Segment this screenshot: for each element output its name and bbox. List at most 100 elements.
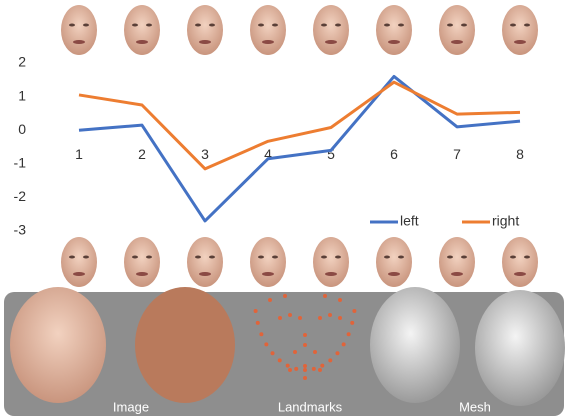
x-tick-label: 6 — [390, 146, 398, 162]
panel-label: Image — [113, 399, 149, 414]
landmark-dot — [318, 316, 322, 320]
face-eye — [209, 255, 215, 259]
face-mouth — [73, 40, 85, 44]
line-series — [78, 74, 521, 223]
landmark-dot — [288, 368, 292, 372]
face-thumbnail — [187, 5, 223, 55]
face-thumbnail — [313, 237, 349, 287]
landmark-dot — [264, 342, 269, 347]
face-thumbnail — [439, 237, 475, 287]
face-thumbnail — [250, 237, 286, 287]
face-mouth — [199, 272, 211, 276]
y-tick-label: 1 — [18, 87, 26, 103]
landmark-dot — [311, 366, 316, 371]
face-thumbnail — [124, 237, 160, 287]
landmark-dot — [338, 316, 342, 320]
face-eye — [321, 255, 327, 259]
y-tick-label: 0 — [18, 121, 26, 137]
face-thumbnail — [61, 5, 97, 55]
face-mouth — [325, 272, 337, 276]
landmark-dot — [277, 358, 282, 363]
landmark-dot — [346, 332, 351, 337]
face-thumbnail — [250, 5, 286, 55]
face-eye — [83, 23, 89, 27]
face-eye — [69, 255, 75, 259]
face-mouth — [388, 272, 400, 276]
face-mouth — [325, 40, 337, 44]
landmark-dot — [350, 320, 355, 325]
face-mouth — [262, 40, 274, 44]
landmark-dot — [328, 358, 333, 363]
face-eye — [398, 23, 404, 27]
landmark-dot — [294, 366, 299, 371]
landmark-dot — [338, 298, 342, 302]
face-eye — [335, 255, 341, 259]
landmark-dot — [255, 320, 260, 325]
line-series — [78, 80, 521, 171]
legend-label: right — [492, 213, 519, 229]
landmark-dot — [283, 294, 287, 298]
panel-label: Mesh — [459, 399, 491, 414]
landmark-dot — [259, 332, 264, 337]
face-mouth — [199, 40, 211, 44]
face-mouth — [514, 40, 526, 44]
landmark-dot — [253, 308, 258, 313]
face-mouth — [388, 40, 400, 44]
face-thumbnail — [439, 5, 475, 55]
face-thumbnail — [313, 5, 349, 55]
landmark-dot — [303, 333, 307, 337]
face-eye — [146, 23, 152, 27]
face-eye — [461, 23, 467, 27]
landmark-dot — [303, 376, 307, 380]
face-mouth — [73, 272, 85, 276]
face-eye — [258, 23, 264, 27]
landmark-dot — [268, 298, 272, 302]
x-tick-label: 5 — [327, 146, 335, 162]
face-thumbnail — [61, 237, 97, 287]
face-eye — [195, 255, 201, 259]
face-eye — [447, 255, 453, 259]
x-tick-label: 1 — [75, 146, 83, 162]
landmark-dot — [303, 368, 307, 372]
landmark-dot — [335, 351, 340, 356]
landmark-dot — [303, 364, 307, 368]
landmark-dot — [323, 294, 327, 298]
face-eye — [510, 23, 516, 27]
face-eye — [272, 23, 278, 27]
landmark-dot — [352, 308, 357, 313]
landmark-dot — [270, 351, 275, 356]
landmark-dot — [313, 350, 317, 354]
x-tick-label: 8 — [516, 146, 524, 162]
y-tick-label: 2 — [18, 54, 26, 70]
landmark-dot — [320, 363, 325, 368]
panel-faces — [10, 287, 565, 406]
face-eye — [272, 255, 278, 259]
landmark-dot — [341, 342, 346, 347]
face-eye — [524, 23, 530, 27]
panel-label: Landmarks — [278, 399, 343, 414]
face-eye — [398, 255, 404, 259]
landmark-dot — [278, 316, 282, 320]
face-eye — [447, 23, 453, 27]
face-mouth — [136, 272, 148, 276]
landmark-dot — [293, 350, 297, 354]
face-eye — [258, 255, 264, 259]
face-eye — [524, 255, 530, 259]
landmarks — [253, 294, 357, 380]
x-tick-label: 7 — [453, 146, 461, 162]
face-thumbnail — [502, 5, 538, 55]
face-mouth — [514, 272, 526, 276]
face-eye — [195, 23, 201, 27]
x-tick-label: 2 — [138, 146, 146, 162]
face-eye — [132, 23, 138, 27]
face-eye — [384, 23, 390, 27]
y-tick-label: -3 — [14, 222, 27, 238]
face-thumbnail — [376, 237, 412, 287]
face-eye — [510, 255, 516, 259]
y-tick-label: -1 — [14, 155, 27, 171]
x-tick-label: 3 — [201, 146, 209, 162]
landmark-dot — [318, 368, 322, 372]
face-mouth — [136, 40, 148, 44]
legend-label: left — [400, 213, 419, 229]
